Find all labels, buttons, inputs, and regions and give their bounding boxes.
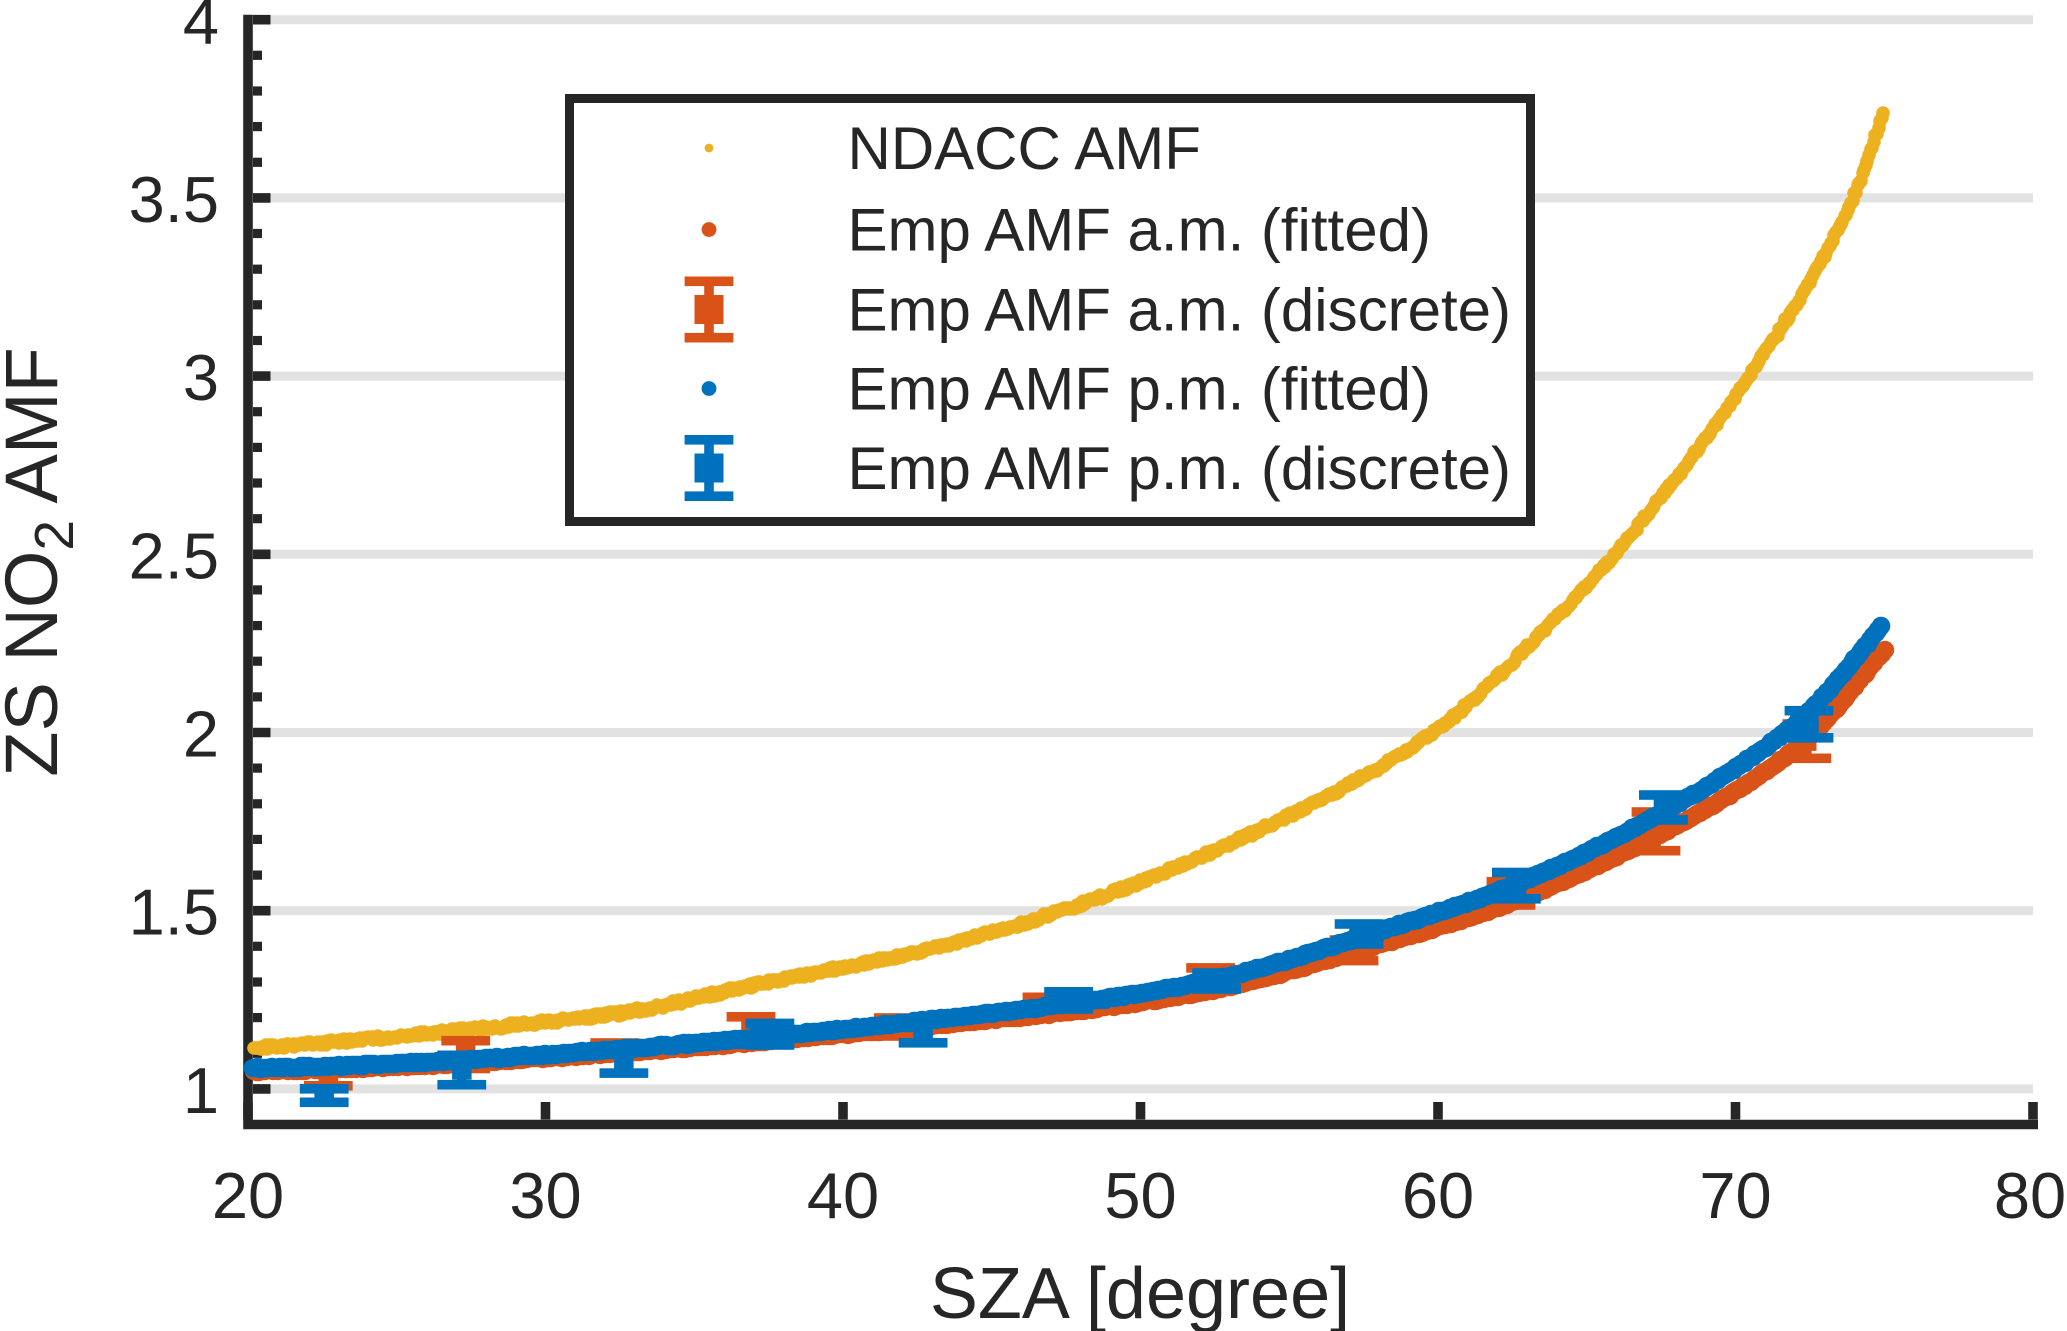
svg-text:20: 20 <box>212 1159 284 1232</box>
svg-text:70: 70 <box>1699 1159 1771 1232</box>
svg-text:1.5: 1.5 <box>129 876 219 949</box>
svg-text:4: 4 <box>183 0 219 58</box>
svg-text:50: 50 <box>1104 1159 1176 1232</box>
svg-text:2: 2 <box>183 698 219 771</box>
svg-text:Emp AMF a.m. (fitted): Emp AMF a.m. (fitted) <box>848 197 1431 264</box>
svg-text:Emp AMF p.m. (discrete): Emp AMF p.m. (discrete) <box>848 435 1511 502</box>
svg-text:60: 60 <box>1402 1159 1474 1232</box>
svg-text:ZS NO2 AMF: ZS NO2 AMF <box>0 347 85 776</box>
svg-text:1: 1 <box>183 1054 219 1127</box>
svg-text:Emp AMF p.m. (fitted): Emp AMF p.m. (fitted) <box>848 356 1431 423</box>
svg-text:Emp AMF a.m. (discrete): Emp AMF a.m. (discrete) <box>848 277 1511 344</box>
svg-text:40: 40 <box>807 1159 879 1232</box>
svg-text:3.5: 3.5 <box>129 163 219 236</box>
svg-text:80: 80 <box>1994 1159 2066 1232</box>
svg-text:30: 30 <box>509 1159 581 1232</box>
svg-text:3: 3 <box>183 341 219 414</box>
svg-text:NDACC AMF: NDACC AMF <box>848 115 1201 182</box>
svg-text:SZA [degree]: SZA [degree] <box>930 1254 1350 1331</box>
svg-text:2.5: 2.5 <box>129 519 219 592</box>
